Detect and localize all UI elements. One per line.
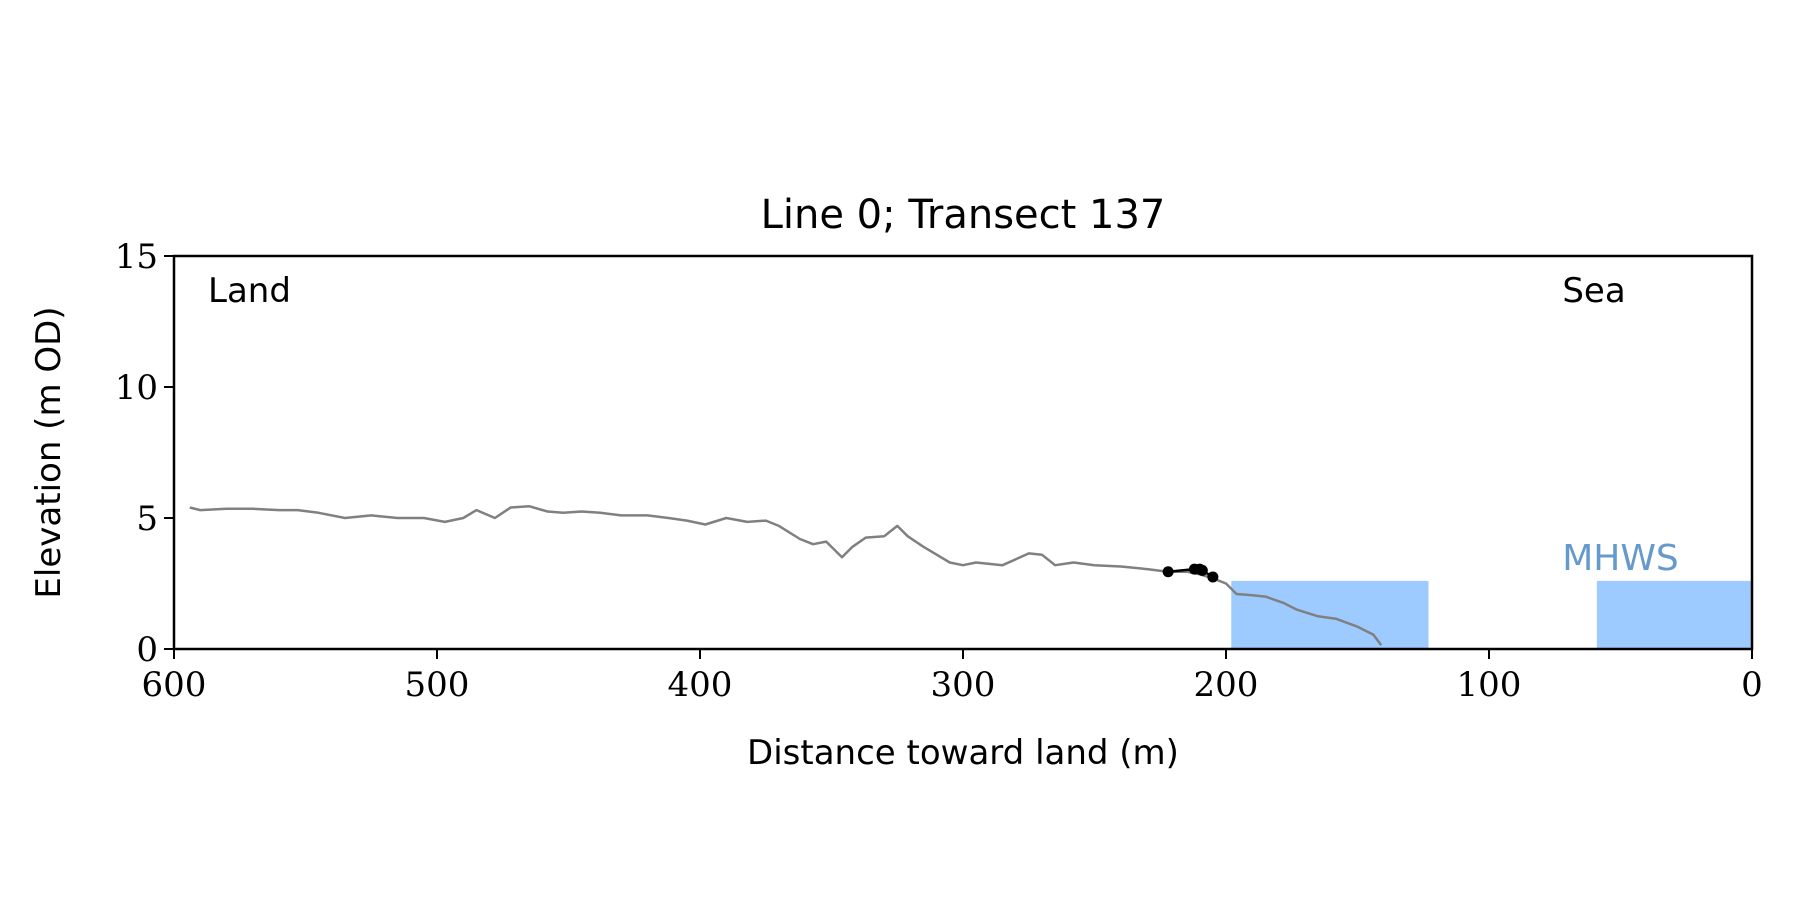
axis-ticks: 600 500 400 300 200 100 0 0 5 10 15 xyxy=(115,237,1763,705)
water-region xyxy=(1596,580,1752,649)
x-tick-label: 400 xyxy=(668,665,733,705)
y-tick-label: 0 xyxy=(136,630,158,670)
mhws-annotation: MHWS xyxy=(1562,538,1679,579)
survey-point xyxy=(1207,571,1219,583)
x-tick-label: 0 xyxy=(1741,665,1763,705)
x-tick-label: 300 xyxy=(931,665,996,705)
y-tick-label: 15 xyxy=(115,237,158,277)
sea-annotation: Sea xyxy=(1562,271,1625,311)
x-tick-label: 500 xyxy=(405,665,470,705)
chart-title: Line 0; Transect 137 xyxy=(761,192,1166,238)
x-tick-label: 200 xyxy=(1194,665,1259,705)
x-tick-label: 100 xyxy=(1457,665,1522,705)
y-tick-label: 5 xyxy=(136,499,158,539)
y-axis-label: Elevation (m OD) xyxy=(29,306,69,598)
water-regions xyxy=(1231,580,1752,649)
land-annotation: Land xyxy=(208,271,291,311)
water-region xyxy=(1231,580,1429,649)
x-tick-label: 600 xyxy=(142,665,207,705)
y-tick-label: 10 xyxy=(115,368,158,408)
plot-frame xyxy=(172,254,1754,651)
survey-point xyxy=(1196,564,1208,576)
plot-series xyxy=(189,504,1383,646)
survey-point xyxy=(1162,566,1174,578)
x-axis-label: Distance toward land (m) xyxy=(747,733,1179,773)
